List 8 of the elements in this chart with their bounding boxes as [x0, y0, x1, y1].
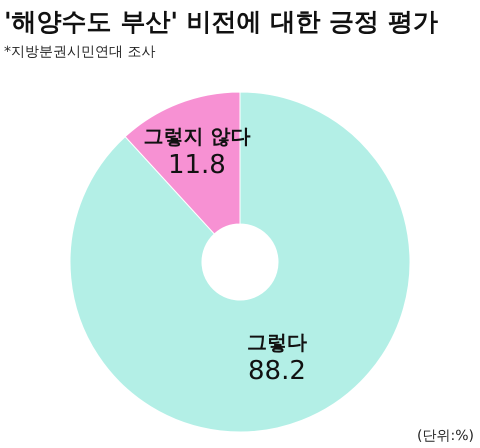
donut-slice: [70, 92, 410, 432]
slice-label: 그렇지 않다: [143, 124, 250, 148]
chart-subtitle: *지방분권시민연대 조사: [4, 44, 156, 60]
slice-label: 그렇다: [246, 330, 307, 354]
chart-title: '해양수도 부산' 비전에 대한 긍정 평가: [4, 7, 438, 36]
data-label: 11.8: [168, 150, 226, 180]
data-label: 88.2: [248, 356, 306, 386]
text: (단위:%): [417, 428, 474, 444]
